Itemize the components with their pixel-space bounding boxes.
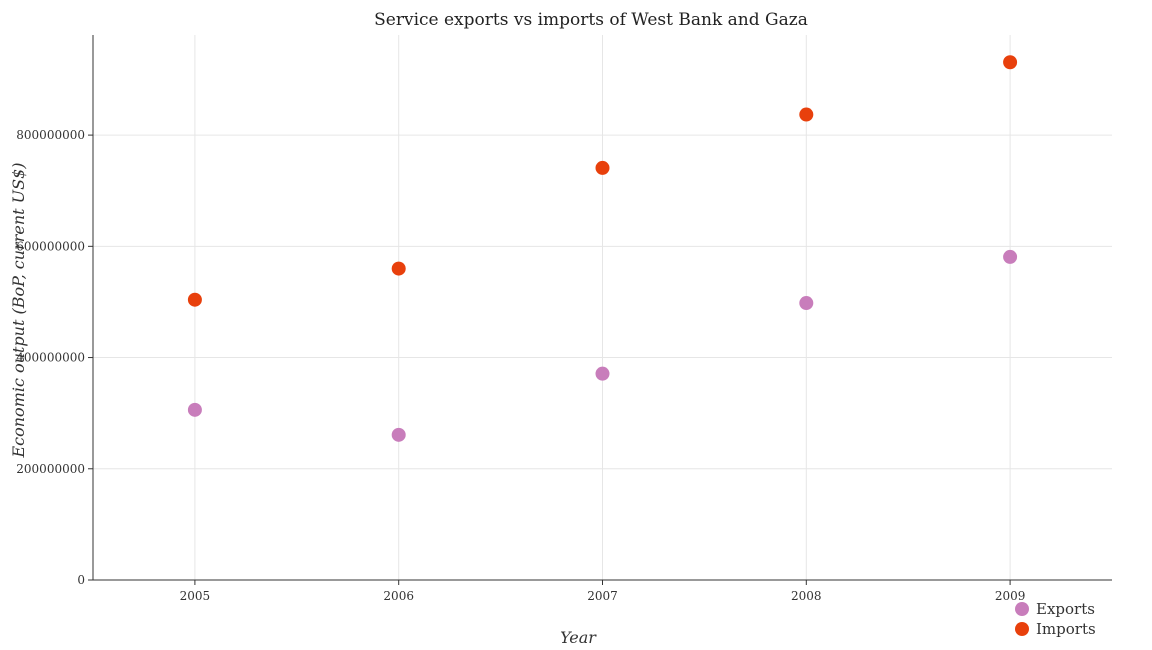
y-tick-label: 600000000 (16, 239, 85, 253)
legend-label-exports: Exports (1036, 600, 1095, 618)
legend: Exports Imports (1015, 600, 1096, 638)
x-tick-label: 2005 (180, 589, 211, 603)
x-tick-label: 2009 (995, 589, 1026, 603)
legend-label-imports: Imports (1036, 620, 1096, 638)
exports-point (799, 296, 814, 311)
grid-layer (93, 35, 1112, 581)
imports-point (391, 261, 406, 276)
y-tick-label: 400000000 (16, 351, 85, 365)
legend-marker-exports (1015, 602, 1029, 616)
x-tick-label: 2007 (587, 589, 618, 603)
x-tick-label: 2006 (383, 589, 414, 603)
exports-point (1003, 249, 1018, 264)
y-tick-label: 200000000 (16, 462, 85, 476)
chart-title: Service exports vs imports of West Bank … (374, 10, 808, 30)
y-axis-label: Economic output (BoP, current US$) (9, 162, 28, 458)
exports-point (595, 366, 610, 381)
marks-layer (187, 55, 1018, 442)
exports-point (187, 402, 202, 417)
y-tick-label: 0 (77, 573, 85, 587)
legend-marker-imports (1015, 622, 1029, 636)
x-tick-label: 2008 (791, 589, 822, 603)
x-axis-label: Year (560, 628, 597, 647)
imports-point (799, 107, 814, 122)
imports-point (1003, 55, 1018, 70)
exports-point (391, 427, 406, 442)
y-tick-label: 800000000 (16, 128, 85, 142)
imports-point (187, 292, 202, 307)
imports-point (595, 160, 610, 175)
axes-layer: 0 200000000 400000000 600000000 800000000 200… (16, 35, 1112, 603)
